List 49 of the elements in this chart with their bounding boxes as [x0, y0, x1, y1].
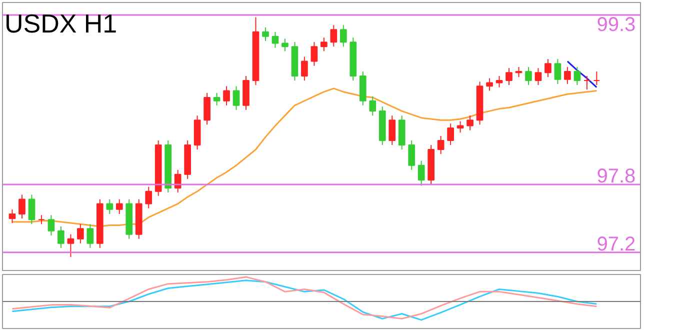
candlestick — [28, 194, 36, 225]
candlestick — [310, 42, 318, 66]
candlestick — [486, 78, 493, 92]
candlestick — [213, 92, 220, 106]
candlestick — [48, 214, 55, 236]
candlestick — [447, 122, 454, 146]
candlestick — [116, 198, 123, 214]
candlestick — [506, 68, 512, 86]
candlestick — [8, 208, 16, 224]
candlestick — [544, 58, 552, 78]
candlestick — [272, 31, 279, 48]
candlestick — [388, 115, 396, 146]
candlestick — [437, 135, 444, 155]
candlestick — [282, 38, 288, 52]
candlestick — [77, 224, 84, 244]
candlestick — [554, 58, 562, 84]
candlestick — [418, 160, 425, 186]
candlestick — [58, 226, 64, 248]
candlestick — [496, 76, 503, 88]
candlestick — [232, 86, 240, 110]
candlestick — [67, 234, 74, 258]
candlestick — [534, 68, 542, 86]
candlestick — [408, 140, 416, 170]
ref-line-label: 99.3 — [596, 14, 636, 36]
candlestick — [145, 186, 152, 209]
candlestick — [593, 70, 600, 86]
candlestick — [525, 66, 532, 86]
candlestick — [106, 198, 114, 214]
candlestick — [38, 214, 45, 225]
candlestick — [564, 66, 571, 84]
chart-title: USDX H1 — [4, 8, 118, 38]
candlestick — [320, 37, 328, 52]
candlestick — [584, 76, 590, 90]
candlestick — [174, 169, 182, 193]
candlestick — [466, 115, 474, 131]
candlestick — [18, 194, 26, 219]
candlestick — [456, 120, 464, 134]
candlestick — [369, 96, 376, 116]
ref-line-label: 97.8 — [596, 166, 636, 188]
candlestick — [86, 224, 94, 248]
candlestick — [574, 66, 581, 86]
candlestick — [340, 24, 347, 48]
candlestick — [204, 92, 210, 126]
candlestick — [301, 56, 308, 82]
candlestick — [262, 26, 269, 42]
candlestick — [223, 86, 230, 106]
candlestick — [515, 66, 522, 78]
ref-line-label: 97.2 — [596, 233, 636, 256]
candlestick — [330, 24, 338, 48]
